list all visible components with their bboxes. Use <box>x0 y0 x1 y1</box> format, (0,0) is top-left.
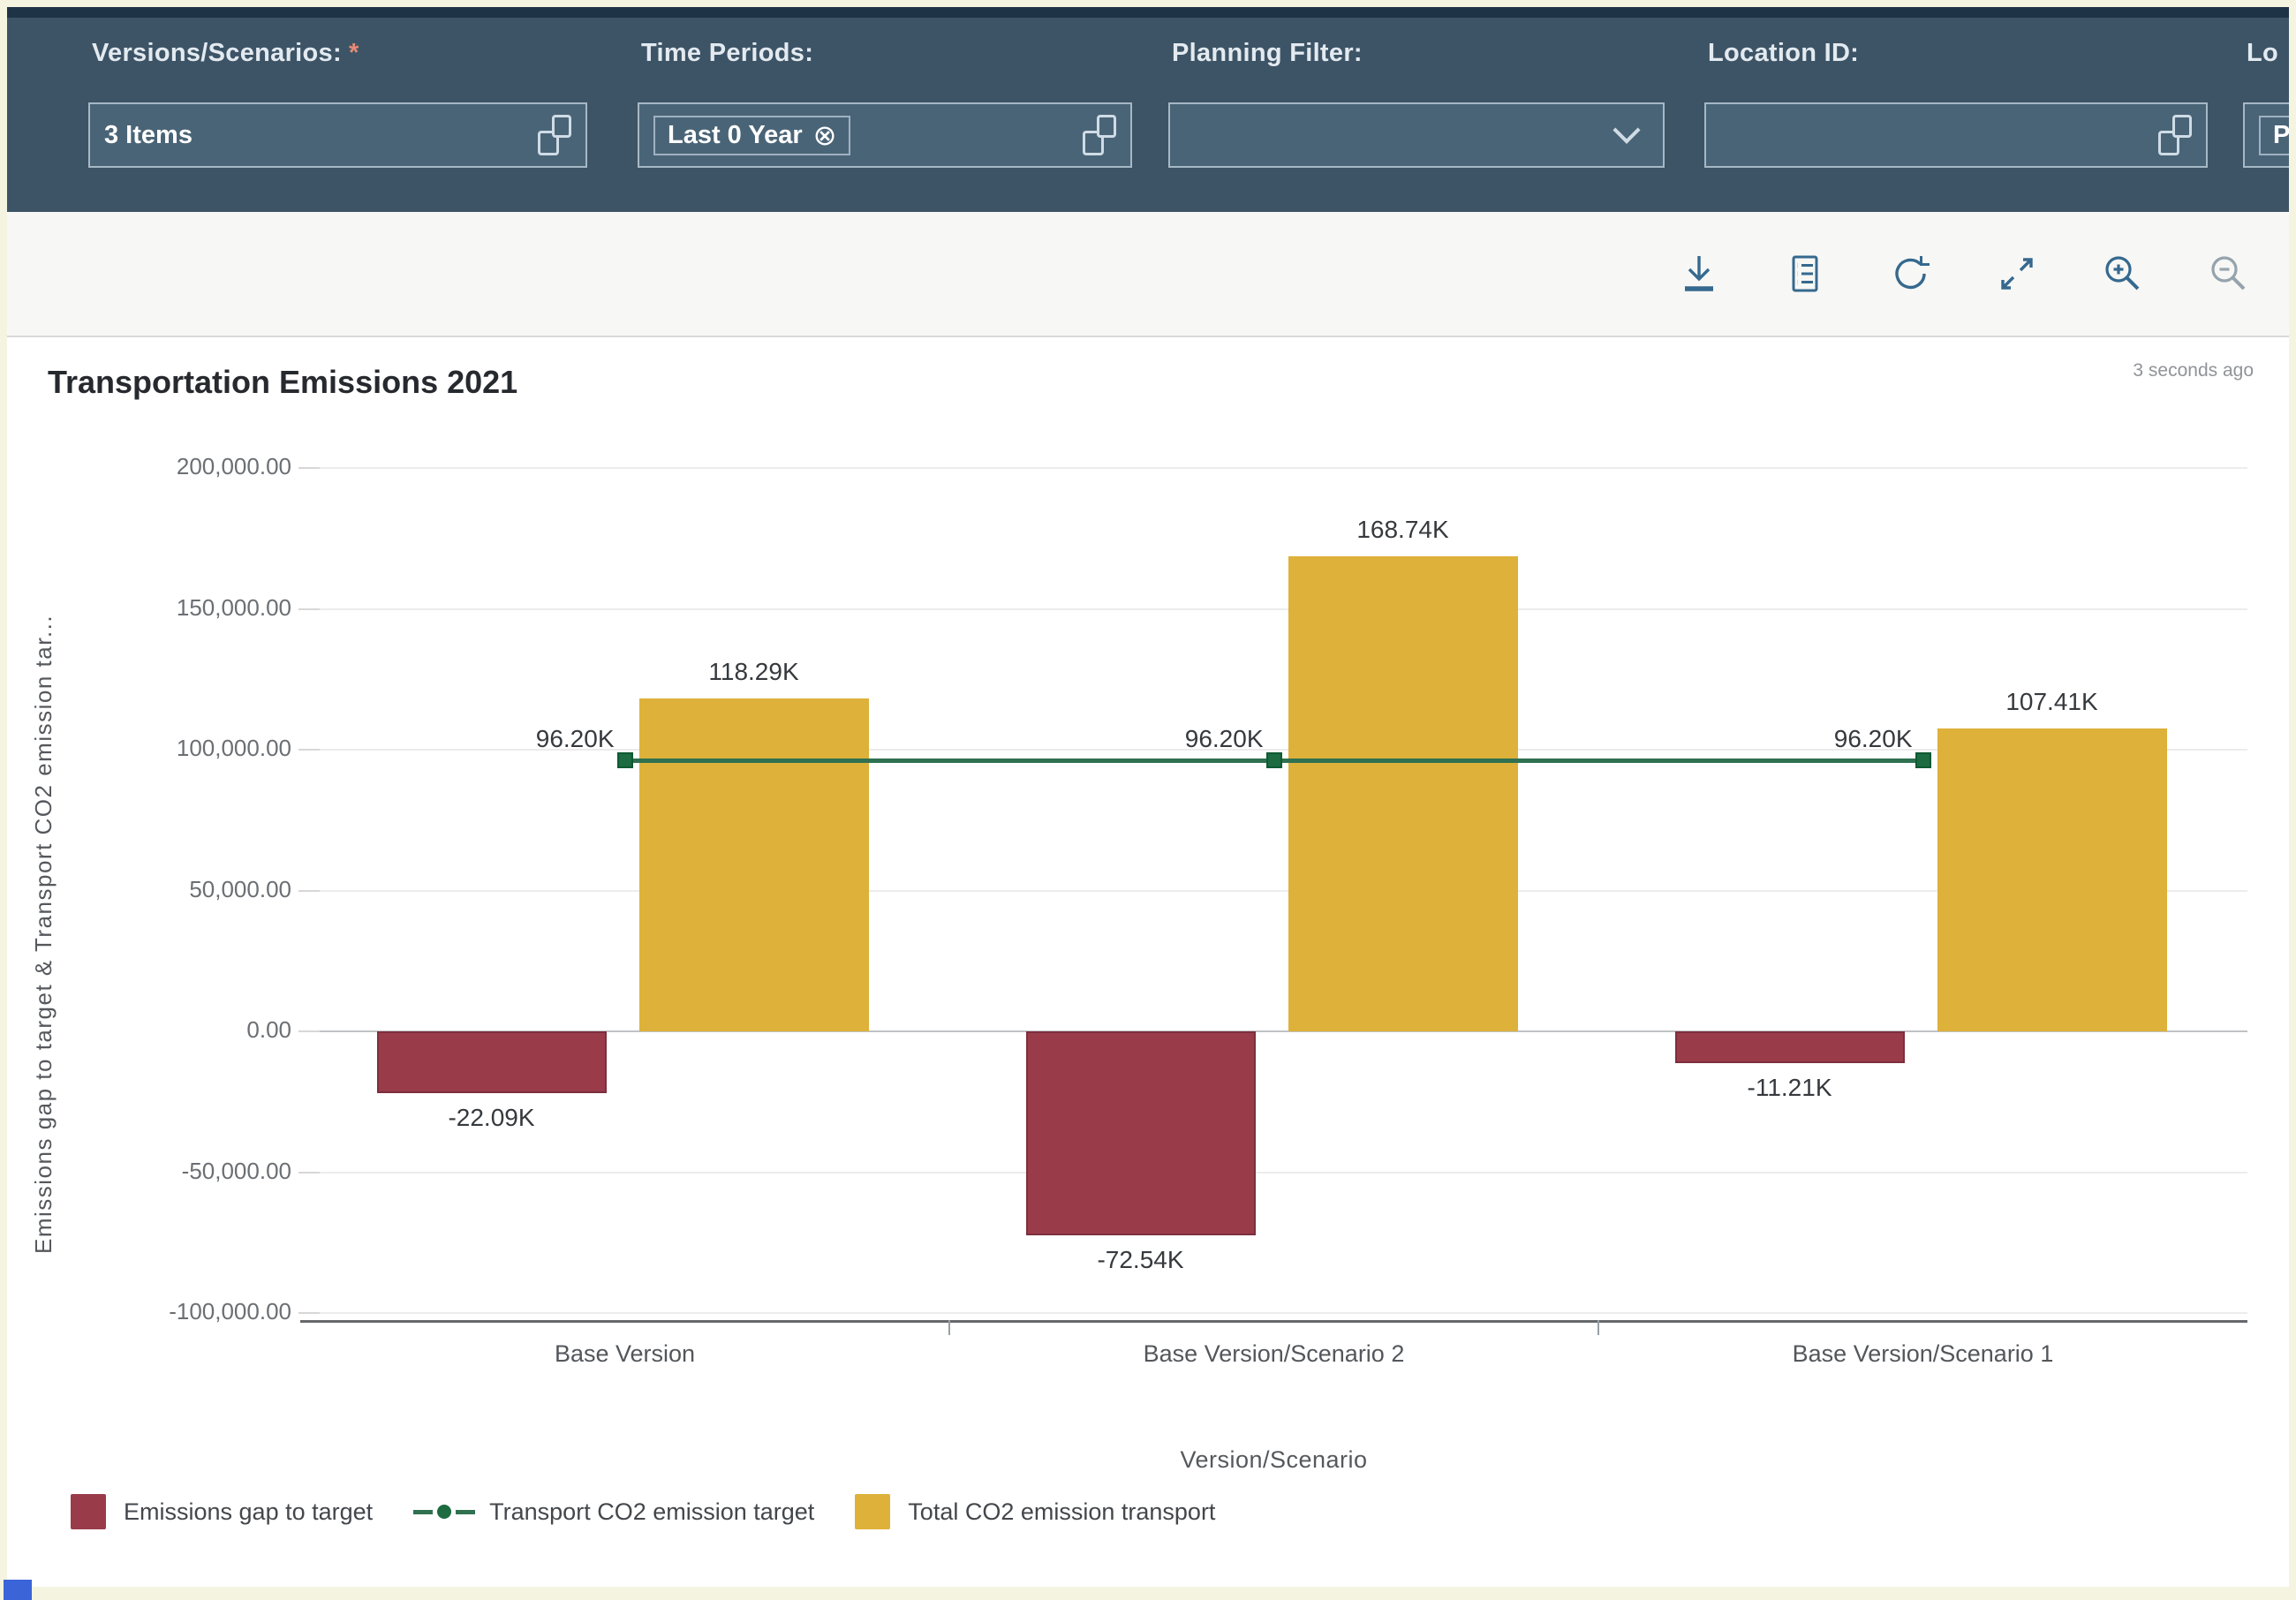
legend-swatch <box>855 1494 890 1529</box>
y-tick-label: 200,000.00 <box>97 453 291 480</box>
y-tick-label: -50,000.00 <box>97 1158 291 1185</box>
y-tick-label: -100,000.00 <box>97 1298 291 1325</box>
gridline <box>300 467 2247 469</box>
y-tick-label: 0.00 <box>97 1016 291 1044</box>
bar-negative[interactable] <box>1026 1031 1256 1235</box>
plot-area: 200,000.00 150,000.00 100,000.00 50,000.00 0… <box>7 7 2289 1587</box>
y-tick-label: 150,000.00 <box>97 594 291 622</box>
gridline <box>300 1172 2247 1174</box>
category-tick <box>948 1320 950 1335</box>
y-tick-label: 50,000.00 <box>97 876 291 903</box>
category-label: Base Version <box>316 1340 934 1368</box>
legend-line-symbol <box>413 1505 475 1519</box>
legend-item[interactable]: Emissions gap to target <box>71 1494 373 1529</box>
y-tick-mark <box>298 1172 320 1174</box>
y-tick-mark <box>298 1312 320 1314</box>
bar-data-label: 107.41K <box>1920 688 2185 716</box>
legend-item[interactable]: Transport CO2 emission target <box>413 1498 814 1526</box>
chart-legend: Emissions gap to target Transport CO2 emi… <box>71 1494 1215 1529</box>
category-label: Base Version/Scenario 2 <box>965 1340 1583 1368</box>
bar-data-label: -22.09K <box>359 1104 624 1132</box>
legend-label: Emissions gap to target <box>124 1498 373 1526</box>
y-tick-mark <box>298 749 320 751</box>
legend-label: Transport CO2 emission target <box>489 1498 814 1526</box>
bar-data-label: 118.29K <box>622 658 887 686</box>
bottom-left-fragment <box>4 1580 32 1600</box>
category-label: Base Version/Scenario 1 <box>1614 1340 2232 1368</box>
y-tick-mark <box>298 1030 320 1032</box>
target-value-label: 96.20K <box>999 725 1264 753</box>
bar-positive[interactable] <box>1937 728 2167 1031</box>
target-line-marker[interactable] <box>1266 752 1282 768</box>
target-line-marker[interactable] <box>1915 752 1931 768</box>
y-tick-label: 100,000.00 <box>97 735 291 762</box>
legend-label: Total CO2 emission transport <box>908 1498 1215 1526</box>
bar-positive[interactable] <box>1288 556 1518 1031</box>
bar-negative[interactable] <box>377 1031 607 1093</box>
x-axis-line <box>300 1320 2247 1323</box>
screenshot-root: { "filter_bar": { "filters": [ { "label"… <box>0 0 2296 1600</box>
target-value-label: 96.20K <box>350 725 615 753</box>
y-tick-mark <box>298 608 320 610</box>
y-tick-mark <box>298 890 320 892</box>
bar-data-label: 168.74K <box>1271 516 1536 544</box>
bar-data-label: -72.54K <box>1008 1246 1273 1274</box>
target-value-label: 96.20K <box>1648 725 1913 753</box>
category-tick <box>1597 1320 1599 1335</box>
app-window: Versions/Scenarios:* 3 Items Time Period… <box>7 7 2289 1587</box>
target-line-marker[interactable] <box>617 752 633 768</box>
legend-swatch <box>71 1494 106 1529</box>
legend-item[interactable]: Total CO2 emission transport <box>855 1494 1215 1529</box>
bar-positive[interactable] <box>639 698 869 1031</box>
bar-negative[interactable] <box>1675 1031 1905 1063</box>
gridline <box>300 1312 2247 1314</box>
gridline <box>300 608 2247 610</box>
bar-data-label: -11.21K <box>1658 1074 1922 1102</box>
y-tick-mark <box>298 467 320 469</box>
